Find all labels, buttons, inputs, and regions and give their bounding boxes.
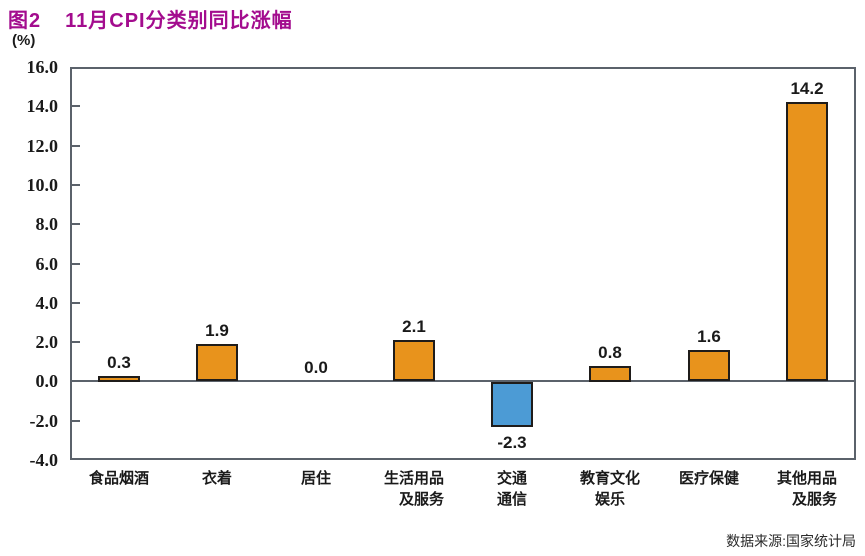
- value-label: 1.9: [205, 321, 229, 340]
- x-category-label: 医疗保健: [678, 470, 739, 487]
- value-label: 14.2: [790, 79, 824, 98]
- y-tick-mark: [72, 262, 80, 265]
- y-tick-mark: [72, 183, 80, 186]
- y-tick-label: 6.0: [35, 253, 59, 274]
- x-category-label: 教育文化 娱乐: [579, 470, 640, 508]
- y-tick-label: 0.0: [35, 371, 59, 392]
- x-category-label: 生活用品 及服务: [383, 470, 444, 508]
- y-tick-label: 2.0: [35, 332, 59, 353]
- bar-医疗保健: [688, 350, 730, 381]
- figure-title-text: 11月CPI分类别同比涨幅: [65, 10, 293, 32]
- y-tick-mark: [72, 341, 80, 344]
- figure-title: 图2 11月CPI分类别同比涨幅: [8, 4, 293, 33]
- y-tick-label: -2.0: [29, 410, 59, 431]
- value-label: 0.0: [304, 358, 328, 377]
- bar-教育文化娱乐: [589, 366, 631, 382]
- x-category-label: 交通 通信: [496, 470, 527, 508]
- zero-axis-line: [70, 380, 856, 382]
- value-label: 0.3: [107, 353, 131, 372]
- y-tick-label: 12.0: [26, 135, 59, 156]
- value-label: 0.8: [598, 343, 622, 362]
- x-category-label: 衣着: [201, 470, 232, 487]
- y-tick-label: -4.0: [29, 450, 59, 470]
- figure-number-label: 图2: [8, 10, 42, 32]
- bar-生活用品及服务: [393, 340, 435, 381]
- x-category-label: 食品烟酒: [88, 470, 149, 487]
- y-tick-mark: [72, 105, 80, 108]
- value-label: -2.3: [497, 433, 527, 452]
- y-tick-label: 14.0: [26, 96, 59, 117]
- bar-其他用品及服务: [786, 102, 828, 381]
- y-tick-mark: [72, 301, 80, 304]
- bar-衣着: [196, 344, 238, 381]
- value-label: 1.6: [697, 327, 721, 346]
- x-category-label: 其他用品 及服务: [776, 470, 837, 508]
- value-label: 2.1: [402, 317, 426, 336]
- y-tick-label: 8.0: [35, 214, 59, 235]
- y-axis-unit-label: (%): [12, 32, 36, 49]
- y-tick-label: 10.0: [26, 174, 59, 195]
- plot-area: [70, 67, 856, 460]
- bar-交通通信: [491, 382, 533, 427]
- y-tick-label: 4.0: [35, 292, 59, 313]
- y-tick-label: 16.0: [26, 57, 59, 77]
- x-category-label: 居住: [300, 470, 331, 487]
- bar-食品烟酒: [98, 376, 140, 382]
- y-tick-mark: [72, 144, 80, 147]
- y-tick-mark: [72, 223, 80, 226]
- y-tick-mark: [72, 419, 80, 422]
- data-source-label: 数据来源:国家统计局: [726, 533, 856, 549]
